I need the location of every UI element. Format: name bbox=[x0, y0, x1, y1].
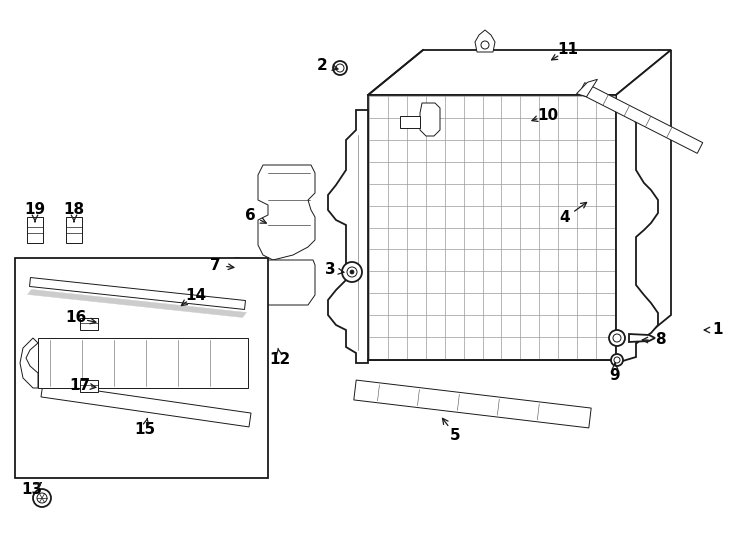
Polygon shape bbox=[475, 30, 495, 52]
Polygon shape bbox=[29, 278, 245, 309]
Polygon shape bbox=[38, 338, 248, 388]
Polygon shape bbox=[579, 83, 702, 153]
Text: 17: 17 bbox=[70, 377, 90, 393]
Polygon shape bbox=[27, 289, 247, 318]
Circle shape bbox=[230, 258, 244, 272]
Polygon shape bbox=[400, 116, 420, 128]
Circle shape bbox=[609, 330, 625, 346]
Polygon shape bbox=[616, 50, 671, 360]
Polygon shape bbox=[616, 107, 658, 363]
Text: 9: 9 bbox=[610, 368, 620, 382]
Polygon shape bbox=[263, 260, 315, 305]
Text: 3: 3 bbox=[324, 262, 335, 278]
Polygon shape bbox=[41, 383, 251, 427]
Polygon shape bbox=[258, 165, 315, 260]
Circle shape bbox=[33, 489, 51, 507]
Polygon shape bbox=[27, 217, 43, 243]
Text: 10: 10 bbox=[537, 107, 559, 123]
Text: 7: 7 bbox=[210, 258, 220, 273]
Text: 11: 11 bbox=[558, 43, 578, 57]
Text: 15: 15 bbox=[134, 422, 156, 437]
Polygon shape bbox=[328, 110, 368, 363]
Polygon shape bbox=[368, 50, 671, 95]
Polygon shape bbox=[629, 334, 655, 342]
Text: 12: 12 bbox=[269, 353, 291, 368]
Text: 2: 2 bbox=[316, 57, 327, 72]
Text: 4: 4 bbox=[560, 211, 570, 226]
Polygon shape bbox=[66, 217, 82, 243]
Text: 14: 14 bbox=[186, 287, 206, 302]
Polygon shape bbox=[420, 103, 440, 136]
Circle shape bbox=[350, 270, 354, 274]
Polygon shape bbox=[368, 95, 616, 360]
Text: 13: 13 bbox=[21, 483, 43, 497]
Polygon shape bbox=[354, 380, 591, 428]
Polygon shape bbox=[15, 258, 268, 478]
Circle shape bbox=[342, 262, 362, 282]
Circle shape bbox=[611, 354, 623, 366]
Polygon shape bbox=[80, 380, 98, 392]
Text: 8: 8 bbox=[655, 333, 665, 348]
Polygon shape bbox=[577, 79, 597, 97]
Text: 6: 6 bbox=[244, 207, 255, 222]
Text: 19: 19 bbox=[24, 202, 46, 218]
Text: 1: 1 bbox=[713, 322, 723, 338]
Text: 5: 5 bbox=[450, 428, 460, 442]
Circle shape bbox=[333, 61, 347, 75]
Text: 18: 18 bbox=[63, 202, 84, 218]
Polygon shape bbox=[80, 318, 98, 330]
Text: 16: 16 bbox=[65, 310, 87, 326]
Polygon shape bbox=[20, 338, 38, 388]
